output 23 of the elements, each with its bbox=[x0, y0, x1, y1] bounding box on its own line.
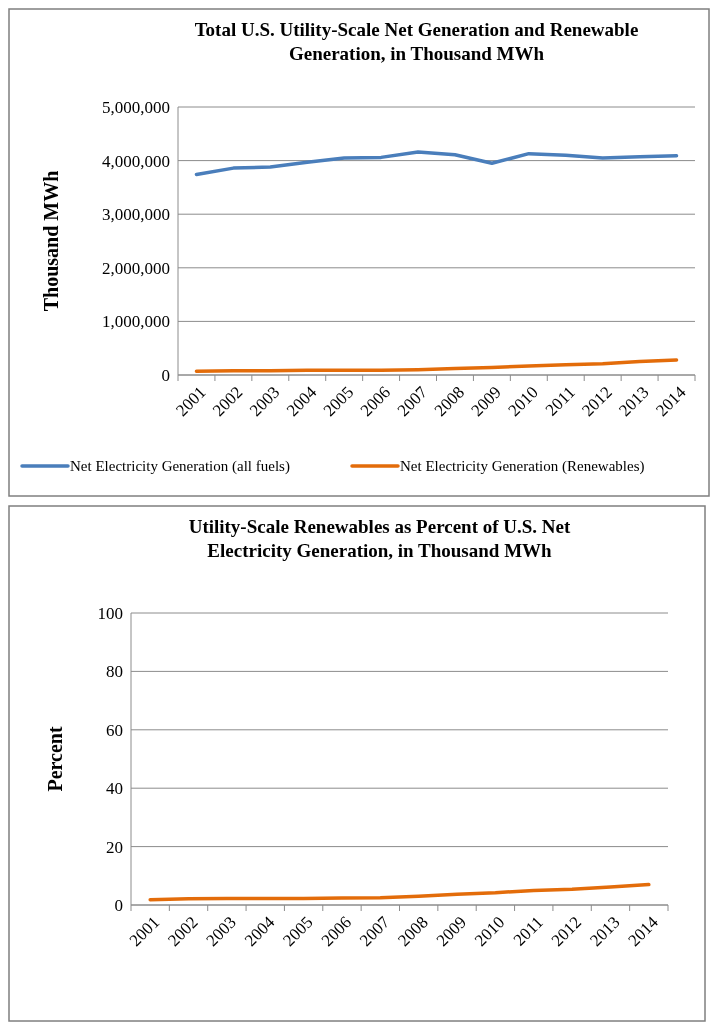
y-tick-label: 5,000,000 bbox=[102, 97, 170, 117]
y-tick-label: 60 bbox=[106, 720, 123, 740]
y-axis-title: Thousand MWh bbox=[40, 170, 62, 312]
y-tick-label: 3,000,000 bbox=[102, 205, 170, 225]
x-tick-label: 2011 bbox=[541, 382, 579, 420]
line-series bbox=[194, 150, 679, 177]
y-tick-label: 1,000,000 bbox=[102, 312, 170, 332]
y-tick-label: 0 bbox=[161, 365, 170, 385]
legend-label: Net Electricity Generation (Renewables) bbox=[400, 458, 645, 476]
y-tick-label: 40 bbox=[106, 779, 123, 799]
y-tick-label: 4,000,000 bbox=[102, 151, 170, 171]
chart-title: Utility-Scale Renewables as Percent of U.S. Net Electricity Generation, in Thousand MWh bbox=[188, 516, 572, 561]
legend-label: Net Electricity Generation (all fuels) bbox=[70, 458, 290, 476]
y-tick-label: 100 bbox=[97, 603, 123, 623]
y-tick-label: 0 bbox=[114, 895, 123, 915]
y-axis-title: Percent bbox=[44, 726, 66, 792]
x-tick-label: 2011 bbox=[509, 912, 547, 950]
y-tick-label: 20 bbox=[106, 837, 123, 857]
y-tick-label: 80 bbox=[106, 662, 123, 682]
line-series bbox=[148, 882, 651, 902]
line-series bbox=[194, 358, 679, 373]
y-tick-label: 2,000,000 bbox=[102, 258, 170, 278]
chart-title: Total U.S. Utility-Scale Net Generation and Renewable Generation, in Thousand MWh bbox=[194, 19, 639, 64]
